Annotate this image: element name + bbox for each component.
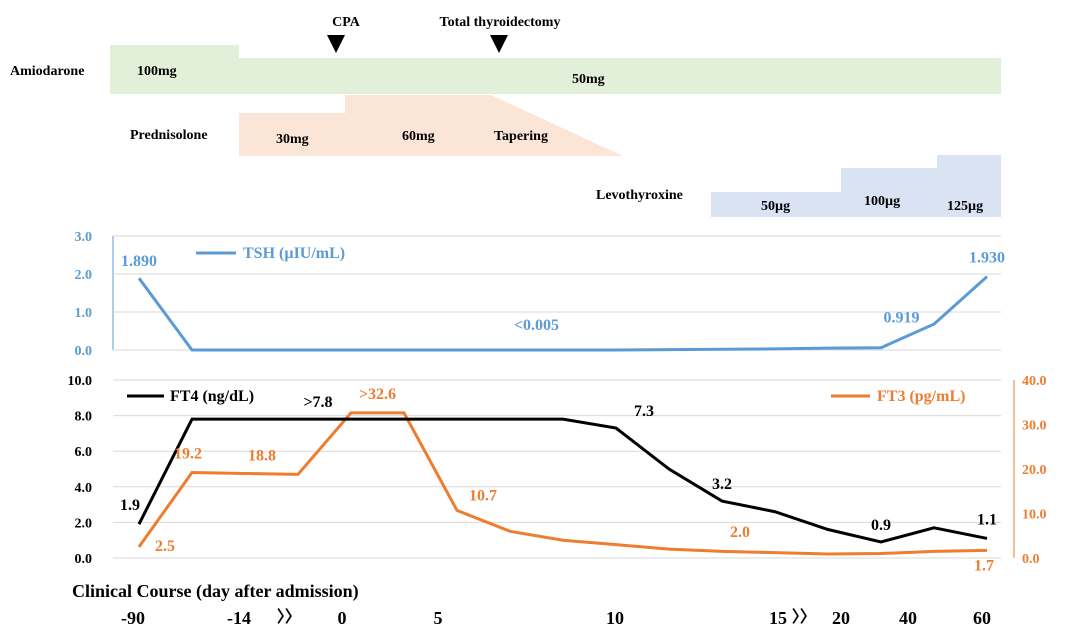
ft3-y-tick-label: 10.0	[1022, 508, 1047, 523]
ft4-data-label: 0.9	[871, 517, 891, 534]
tsh-series-line	[137, 275, 989, 352]
tsh-data-label: 0.919	[884, 310, 920, 327]
tsh-y-tick-labels: 0.0 1.0 2.0 3.0	[75, 230, 93, 359]
event-marker-thyroidectomy	[490, 35, 508, 53]
x-axis: Clinical Course (day after admission) -9…	[72, 581, 991, 628]
ft-data-labels: 1.9 >7.8 7.3 3.2 0.9 1.1 2.5 19.2 18.8 >32.6 10.7 2…	[120, 386, 997, 575]
ft4-y-tick-labels: 0.0 2.0 4.0 6.0 8.0 10.0	[68, 374, 93, 567]
amiodarone-dose-100mg: 100mg	[137, 64, 177, 79]
ft3-data-label: 10.7	[469, 487, 497, 504]
ft4-data-label: 1.9	[120, 497, 140, 514]
x-tick-label: 15	[769, 608, 787, 628]
ft3-y-tick-labels: 0.0 10.0 20.0 30.0 40.0	[1022, 374, 1047, 567]
ft3-y-tick-label: 30.0	[1022, 419, 1047, 434]
x-tick-label: 60	[973, 608, 991, 628]
prednisolone-label: Prednisolone	[130, 128, 208, 143]
levothyroxine-dose-125ug: 125µg	[947, 199, 983, 214]
ft4-y-tick-label: 10.0	[68, 374, 93, 389]
ft4-y-tick-label: 8.0	[75, 410, 93, 425]
ft4-y-tick-label: 4.0	[75, 481, 93, 496]
tsh-y-tick-label: 1.0	[75, 306, 93, 321]
tsh-legend-label: TSH (µIU/mL)	[243, 245, 345, 262]
ft3-data-label: 2.5	[155, 538, 175, 555]
x-tick-labels: -90 -14 0 5 10 15 20 40 60	[121, 608, 991, 628]
levothyroxine-bar-125ug	[937, 155, 1001, 217]
ft3-series-line	[137, 411, 988, 556]
tsh-y-tick-label: 0.0	[75, 344, 93, 359]
ft3-legend-label: FT3 (pg/mL)	[877, 388, 965, 405]
ft3-data-label: 2.0	[730, 524, 750, 541]
ft4-y-tick-label: 2.0	[75, 516, 93, 531]
prednisolone-bar-60mg	[345, 95, 491, 156]
x-tick-label: 20	[832, 608, 850, 628]
ft3-y-tick-label: 0.0	[1022, 552, 1040, 567]
amiodarone-dose-50mg: 50mg	[572, 72, 605, 87]
tsh-panel: 0.0 1.0 2.0 3.0 1.890 <0.005 0.919 1.930 TSH (…	[75, 230, 1006, 359]
axis-break-2: 〉〉	[792, 608, 816, 626]
tsh-data-label: <0.005	[514, 317, 559, 334]
prednisolone-dose-60mg: 60mg	[402, 129, 435, 144]
ft-panel: 0.02.04.06.08.010.0 0.010.020.030.040.0 …	[68, 374, 1047, 574]
x-tick-label: -90	[121, 608, 145, 628]
x-axis-title: Clinical Course (day after admission)	[72, 581, 359, 602]
prednisolone-dose-tapering: Tapering	[494, 129, 548, 144]
amiodarone-label: Amiodarone	[10, 64, 84, 79]
ft4-y-tick-label: 0.0	[75, 552, 93, 567]
prednisolone-bar-tapering	[491, 95, 623, 156]
medication-timeline: Amiodarone 100mg 50mg Prednisolone 30mg …	[10, 15, 1001, 217]
prednisolone-dose-30mg: 30mg	[276, 132, 309, 147]
ft-gridlines	[113, 379, 1001, 559]
ft4-data-label: 7.3	[634, 403, 654, 420]
levothyroxine-dose-50ug: 50µg	[761, 199, 790, 214]
tsh-y-tick-label: 3.0	[75, 230, 93, 245]
amiodarone-bar-100mg	[110, 45, 239, 94]
ft3-data-label: >32.6	[359, 386, 396, 403]
x-tick-label: 10	[606, 608, 624, 628]
ft3-y-tick-label: 20.0	[1022, 463, 1047, 478]
amiodarone-bar-50mg	[239, 58, 1001, 94]
x-tick-label: 0	[338, 608, 347, 628]
tsh-data-label: 1.890	[121, 253, 157, 270]
ft4-y-tick-label: 6.0	[75, 445, 93, 460]
ft4-legend-label: FT4 (ng/dL)	[170, 388, 254, 405]
event-marker-cpa	[327, 35, 345, 53]
ft3-data-label: 1.7	[974, 557, 994, 574]
tsh-data-label: 1.930	[969, 250, 1005, 267]
tsh-y-tick-label: 2.0	[75, 268, 93, 283]
ft3-data-label: 19.2	[174, 446, 202, 463]
ft4-data-label: 3.2	[712, 476, 732, 493]
event-label-cpa: CPA	[332, 15, 361, 30]
ft3-y-tick-label: 40.0	[1022, 374, 1047, 389]
ft4-data-label: >7.8	[303, 394, 332, 411]
levothyroxine-dose-100ug: 100µg	[864, 194, 900, 209]
ft4-data-label: 1.1	[977, 511, 997, 528]
x-tick-label: -14	[227, 608, 251, 628]
ft3-data-label: 18.8	[248, 447, 276, 464]
levothyroxine-bar-100ug	[841, 168, 937, 217]
x-tick-label: 40	[899, 608, 917, 628]
x-tick-label: 5	[434, 608, 443, 628]
ft4-series-line	[137, 417, 988, 544]
event-label-thyroidectomy: Total thyroidectomy	[440, 15, 561, 30]
tsh-data-labels: 1.890 <0.005 0.919 1.930	[121, 250, 1005, 334]
levothyroxine-bar-50ug	[711, 192, 841, 217]
levothyroxine-label: Levothyroxine	[596, 188, 683, 203]
prednisolone-bar-30mg	[239, 113, 345, 156]
axis-break-1: 〉〉	[277, 608, 301, 626]
